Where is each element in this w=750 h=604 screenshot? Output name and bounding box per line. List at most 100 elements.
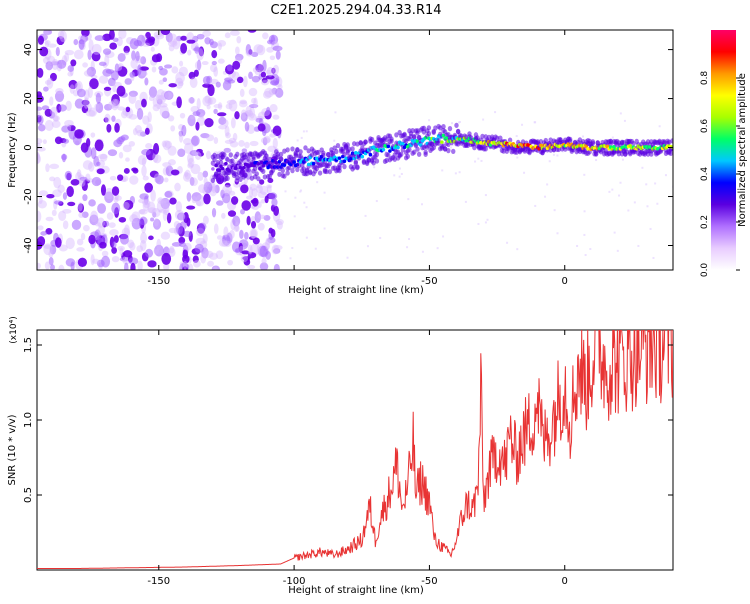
heatmap-cell — [272, 248, 281, 254]
heatmap-cell — [129, 175, 139, 185]
heatmap-cell — [556, 232, 559, 235]
heatmap-cell — [117, 174, 124, 181]
heatmap-cell — [250, 229, 257, 239]
heatmap-cell — [45, 216, 54, 222]
heatmap-cell — [58, 210, 67, 221]
heatmap-cell — [52, 115, 59, 122]
heatmap-cell — [412, 149, 417, 155]
heatmap-cell — [271, 67, 276, 74]
heatmap-cell — [296, 139, 299, 142]
heatmap-cell — [94, 103, 100, 110]
heatmap-cell — [178, 212, 186, 221]
heatmap-cell — [407, 147, 412, 153]
spectrogram-y-axis-label: Frequency (Hz) — [7, 112, 18, 188]
heatmap-cell — [123, 51, 130, 56]
heatmap-cell — [249, 140, 259, 147]
heatmap-cell — [101, 250, 109, 257]
heatmap-cell — [88, 162, 95, 172]
heatmap-cell — [224, 119, 229, 127]
heatmap-cell — [215, 81, 221, 88]
heatmap-cell — [168, 33, 178, 46]
heatmap-cell — [169, 245, 175, 254]
heatmap-cell — [106, 212, 114, 220]
heatmap-cell — [160, 231, 171, 240]
heatmap-cell — [236, 169, 242, 176]
heatmap-cell — [104, 103, 113, 111]
heatmap-cell — [90, 254, 95, 266]
heatmap-cell — [51, 120, 61, 129]
heatmap-cell — [168, 44, 175, 52]
heatmap-cell — [334, 148, 339, 155]
heatmap-cell — [136, 245, 144, 253]
heatmap-cell — [260, 137, 271, 144]
heatmap-cell — [222, 184, 233, 195]
heatmap-cell — [360, 154, 365, 159]
heatmap-cell — [251, 197, 259, 207]
heatmap-cell — [136, 107, 144, 120]
heatmap-cell — [179, 60, 184, 67]
heatmap-cell — [389, 136, 394, 142]
heatmap-cells — [37, 30, 673, 270]
heatmap-cell — [136, 34, 146, 47]
heatmap-cell — [423, 151, 428, 157]
heatmap-cell — [229, 229, 235, 239]
heatmap-cell — [184, 169, 191, 180]
heatmap-cell — [164, 90, 174, 100]
heatmap-cell — [475, 135, 480, 141]
heatmap-cell — [611, 136, 614, 139]
heatmap-cell — [262, 90, 272, 99]
heatmap-cell — [351, 141, 357, 147]
heatmap-cell — [245, 48, 254, 57]
heatmap-cell — [107, 149, 118, 157]
heatmap-cell — [323, 227, 326, 230]
heatmap-cell — [227, 210, 237, 217]
heatmap-cell — [195, 121, 200, 131]
heatmap-cell — [159, 105, 169, 118]
heatmap-cell — [428, 119, 431, 122]
heatmap-cell — [141, 199, 151, 206]
heatmap-cell — [151, 54, 161, 63]
heatmap-cell — [264, 87, 274, 98]
heatmap-cell — [193, 47, 203, 52]
heatmap-cell — [204, 117, 214, 128]
heatmap-cell — [317, 170, 323, 176]
heatmap-cell — [386, 144, 391, 149]
heatmap-cell — [73, 49, 84, 60]
heatmap-cell — [654, 182, 657, 185]
heatmap-cell — [244, 257, 250, 263]
heatmap-cell — [139, 66, 149, 71]
heatmap-cell — [187, 153, 194, 164]
heatmap-cell — [38, 190, 48, 197]
heatmap-cell — [238, 140, 245, 147]
heatmap-cell — [111, 186, 120, 196]
heatmap-cell — [458, 171, 461, 174]
heatmap-cell — [261, 168, 266, 174]
heatmap-cell — [335, 142, 341, 149]
heatmap-cell — [119, 233, 129, 245]
heatmap-cell — [132, 168, 139, 174]
heatmap-cell — [87, 86, 93, 99]
heatmap-cell — [150, 189, 156, 202]
heatmap-cell — [147, 207, 157, 214]
heatmap-cell — [151, 207, 161, 218]
heatmap-cell — [43, 30, 53, 36]
heatmap-cell — [271, 244, 280, 255]
heatmap-cell — [240, 184, 249, 194]
heatmap-cell — [239, 99, 247, 105]
heatmap-cell — [186, 39, 196, 44]
heatmap-cell — [152, 211, 157, 218]
heatmap-cell — [342, 152, 347, 158]
heatmap-cell — [167, 115, 175, 122]
heatmap-cell — [621, 158, 624, 161]
heatmap-cell — [303, 201, 306, 204]
heatmap-cell — [299, 190, 302, 193]
heatmap-cell — [260, 79, 270, 86]
heatmap-cell — [342, 159, 347, 164]
spectrogram-y-tick-label: 0 — [23, 144, 34, 150]
heatmap-cell — [354, 151, 358, 155]
heatmap-cell — [39, 46, 49, 57]
heatmap-cell — [256, 185, 263, 194]
heatmap-cell — [278, 151, 284, 157]
heatmap-cell — [217, 102, 223, 110]
heatmap-cell — [265, 250, 271, 260]
